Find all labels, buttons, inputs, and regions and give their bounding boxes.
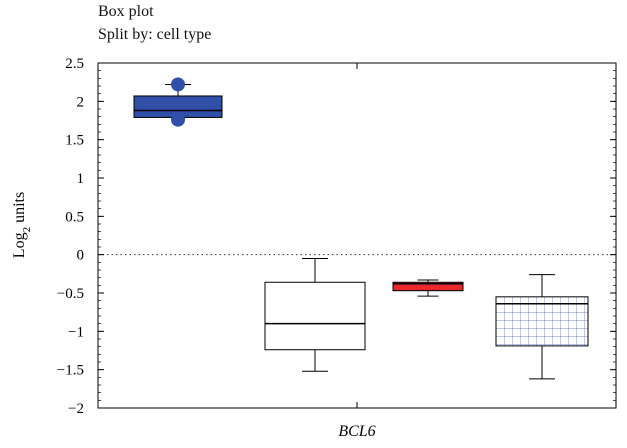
y-tick-label: 2: [77, 94, 85, 110]
box-body: [265, 282, 365, 349]
y-tick-label: 0.5: [65, 209, 84, 225]
y-tick-label: 1.5: [65, 133, 84, 149]
y-tick-label: 2.5: [65, 56, 84, 72]
y-tick-label: −0.5: [57, 286, 84, 302]
y-tick-label: −2: [68, 401, 84, 417]
y-tick-label: −1.5: [57, 363, 84, 379]
outlier-point: [171, 77, 185, 91]
y-tick-label: 1: [77, 171, 85, 187]
x-axis-label: BCL6: [338, 423, 375, 440]
y-tick-label: −1: [68, 324, 84, 340]
outlier-point: [171, 113, 185, 127]
y-axis-label: Log2 units: [11, 192, 33, 258]
y-tick-label: 0: [77, 248, 85, 264]
